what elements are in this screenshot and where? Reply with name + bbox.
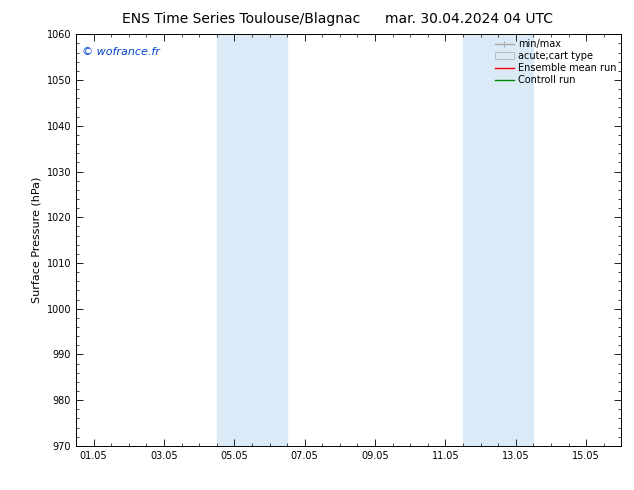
Bar — [463, 34, 533, 446]
Y-axis label: Surface Pressure (hPa): Surface Pressure (hPa) — [31, 177, 41, 303]
Text: mar. 30.04.2024 04 UTC: mar. 30.04.2024 04 UTC — [385, 12, 553, 26]
Legend: min/max, acute;cart type, Ensemble mean run, Controll run: min/max, acute;cart type, Ensemble mean … — [492, 36, 619, 88]
Text: © wofrance.fr: © wofrance.fr — [82, 47, 159, 57]
Bar — [217, 34, 287, 446]
Text: ENS Time Series Toulouse/Blagnac: ENS Time Series Toulouse/Blagnac — [122, 12, 360, 26]
